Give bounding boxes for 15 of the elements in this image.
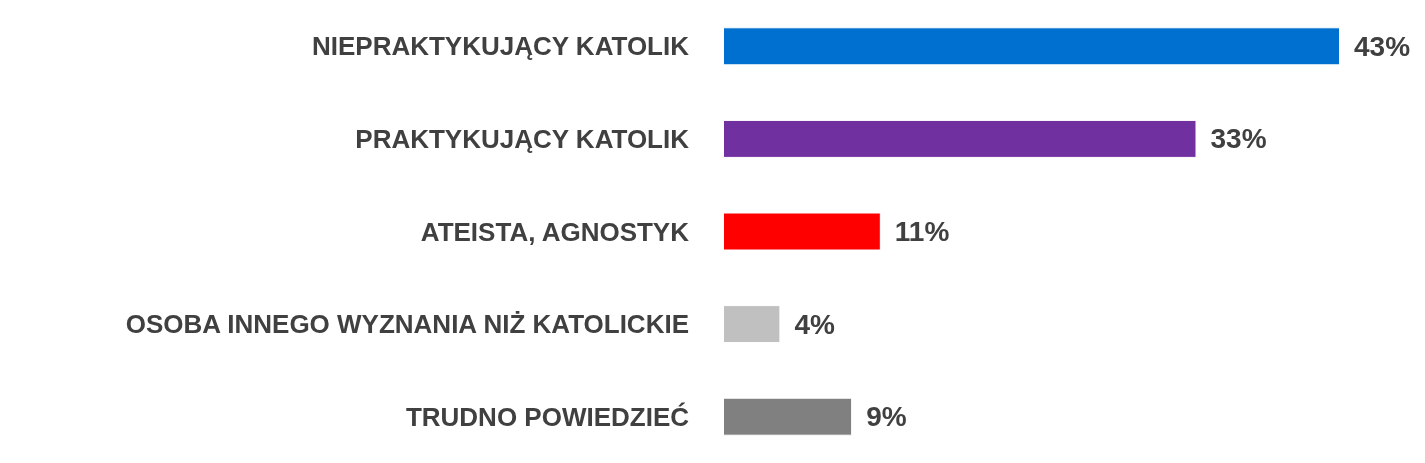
y-tick-label: NIEPRAKTYKUJĄCY KATOLIK: [311, 31, 690, 62]
bar: [723, 212, 881, 251]
data-label: 4%: [794, 308, 835, 340]
bar: [723, 119, 1197, 158]
y-tick-label: ATEISTA, AGNOSTYK: [420, 216, 690, 247]
data-label: 11%: [894, 216, 950, 247]
data-label: 9%: [866, 401, 907, 433]
data-label: 43%: [1354, 30, 1411, 62]
y-tick-label: TRUDNO POWIEDZIEĆ: [405, 401, 690, 432]
data-label: 33%: [1210, 123, 1267, 155]
bar: [723, 27, 1340, 66]
bar: [723, 397, 853, 436]
y-tick-label: OSOBA INNEGO WYZNANIA NIŻ KATOLICKIE: [125, 309, 689, 340]
bar: [723, 305, 781, 344]
y-tick-label: PRAKTYKUJĄCY KATOLIK: [355, 123, 690, 154]
